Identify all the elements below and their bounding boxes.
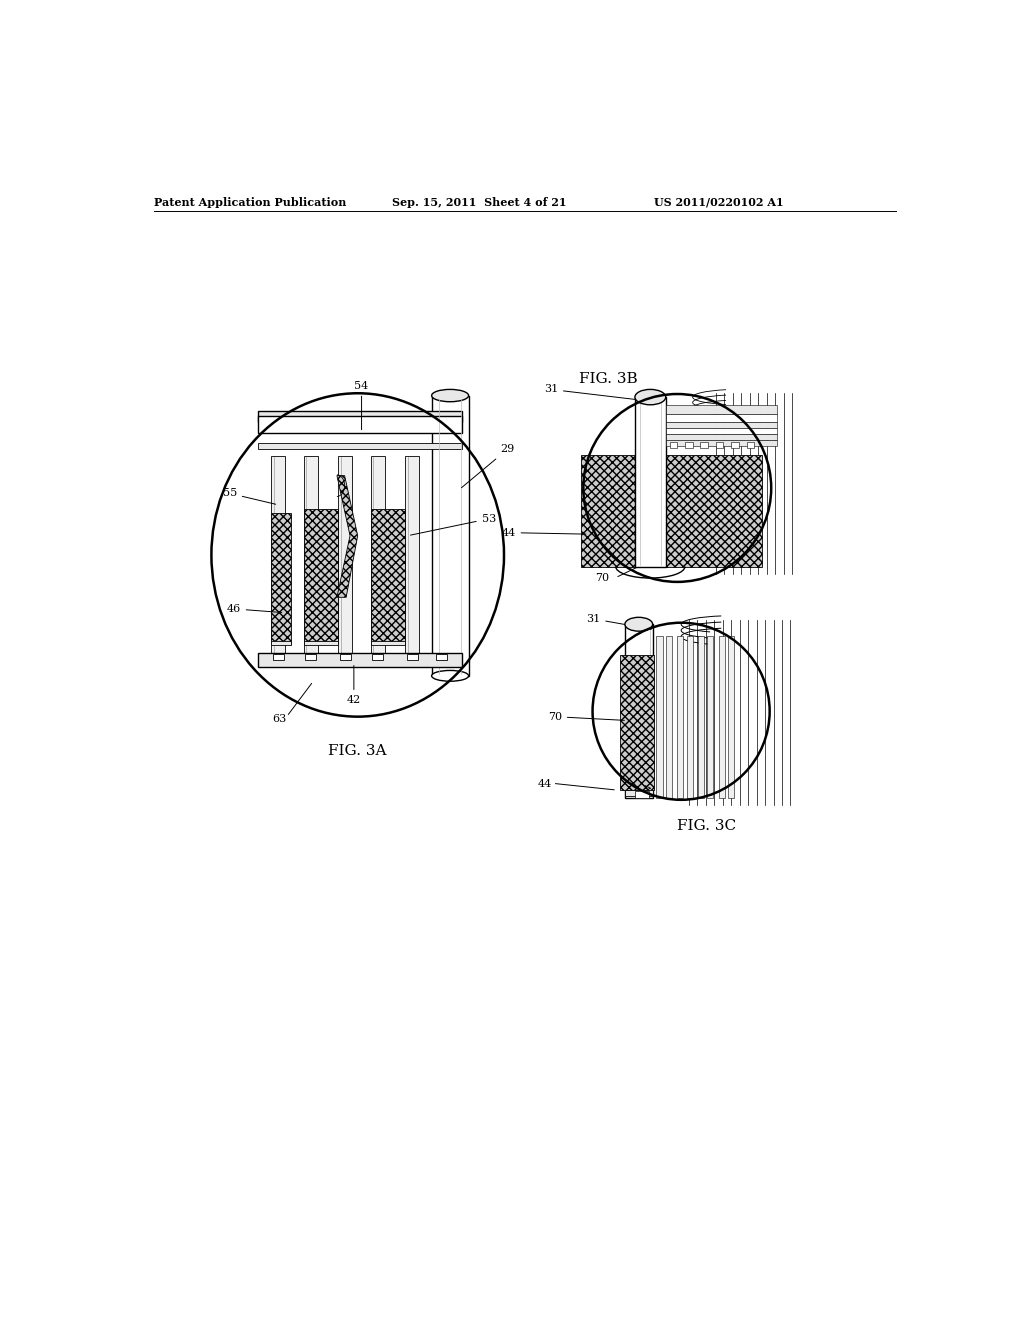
Bar (689, 462, 696, 562)
Bar (581, 455, 646, 566)
Bar (373, 655, 383, 660)
Bar (273, 655, 284, 660)
Text: 63: 63 (272, 714, 287, 723)
Bar (666, 636, 672, 797)
Bar (708, 636, 714, 797)
Bar (666, 434, 777, 441)
Bar (371, 508, 406, 644)
Bar (258, 416, 462, 433)
Bar (258, 653, 462, 667)
Text: 44: 44 (502, 528, 586, 537)
Ellipse shape (432, 671, 469, 681)
Bar (666, 455, 762, 566)
Bar (406, 455, 419, 659)
Text: 70: 70 (548, 711, 625, 722)
Ellipse shape (432, 389, 469, 401)
Polygon shape (337, 475, 357, 598)
Bar (735, 462, 742, 562)
Bar (700, 442, 708, 447)
Bar (666, 405, 777, 414)
Text: 53: 53 (411, 513, 496, 535)
Bar (435, 455, 449, 659)
Bar (719, 636, 725, 797)
Bar (716, 442, 724, 447)
Bar (635, 792, 649, 797)
Bar (677, 462, 685, 562)
Bar (304, 642, 339, 645)
Text: 29: 29 (462, 445, 514, 487)
Bar (666, 422, 777, 428)
Text: 44: 44 (538, 779, 552, 788)
Text: Sep. 15, 2011  Sheet 4 of 21: Sep. 15, 2011 Sheet 4 of 21 (392, 197, 567, 209)
Bar (625, 624, 652, 797)
Bar (371, 455, 385, 659)
Bar (258, 444, 462, 449)
Ellipse shape (635, 389, 666, 405)
Bar (724, 462, 731, 562)
Bar (666, 462, 674, 562)
Bar (666, 441, 777, 446)
Bar (436, 655, 447, 660)
Bar (731, 442, 739, 447)
Text: 31: 31 (586, 614, 651, 630)
Bar (670, 442, 677, 447)
Bar (746, 442, 755, 447)
Bar (271, 642, 291, 645)
Bar (700, 462, 708, 562)
Text: 54: 54 (354, 380, 369, 430)
Bar (712, 462, 720, 562)
Bar (340, 655, 351, 660)
Bar (271, 455, 286, 659)
Text: FIG. 3B: FIG. 3B (579, 372, 637, 387)
Bar (685, 442, 692, 447)
Bar (686, 636, 692, 797)
Bar (304, 455, 317, 659)
Text: 42: 42 (347, 665, 361, 705)
Bar (432, 396, 469, 676)
Bar (698, 636, 705, 797)
Bar (339, 455, 352, 659)
Bar (728, 636, 734, 797)
Bar (620, 655, 654, 789)
Text: 70: 70 (596, 573, 609, 583)
Text: 55: 55 (222, 488, 275, 504)
Bar (305, 655, 316, 660)
Bar (666, 428, 777, 434)
Text: 46: 46 (226, 603, 282, 614)
Bar (746, 462, 755, 562)
Bar (371, 642, 406, 645)
Text: FIG. 3C: FIG. 3C (677, 818, 736, 833)
Bar (304, 508, 339, 644)
Text: Patent Application Publication: Patent Application Publication (154, 197, 346, 209)
Bar (271, 512, 291, 644)
Bar (677, 636, 683, 797)
Ellipse shape (625, 618, 652, 631)
Bar (635, 397, 666, 566)
Text: 31: 31 (544, 384, 645, 401)
Text: US 2011/0220102 A1: US 2011/0220102 A1 (654, 197, 783, 209)
Bar (258, 411, 462, 422)
Bar (625, 789, 652, 796)
Bar (656, 636, 663, 797)
Text: FIG. 3A: FIG. 3A (329, 743, 387, 758)
Bar (666, 414, 777, 422)
Bar (407, 655, 418, 660)
